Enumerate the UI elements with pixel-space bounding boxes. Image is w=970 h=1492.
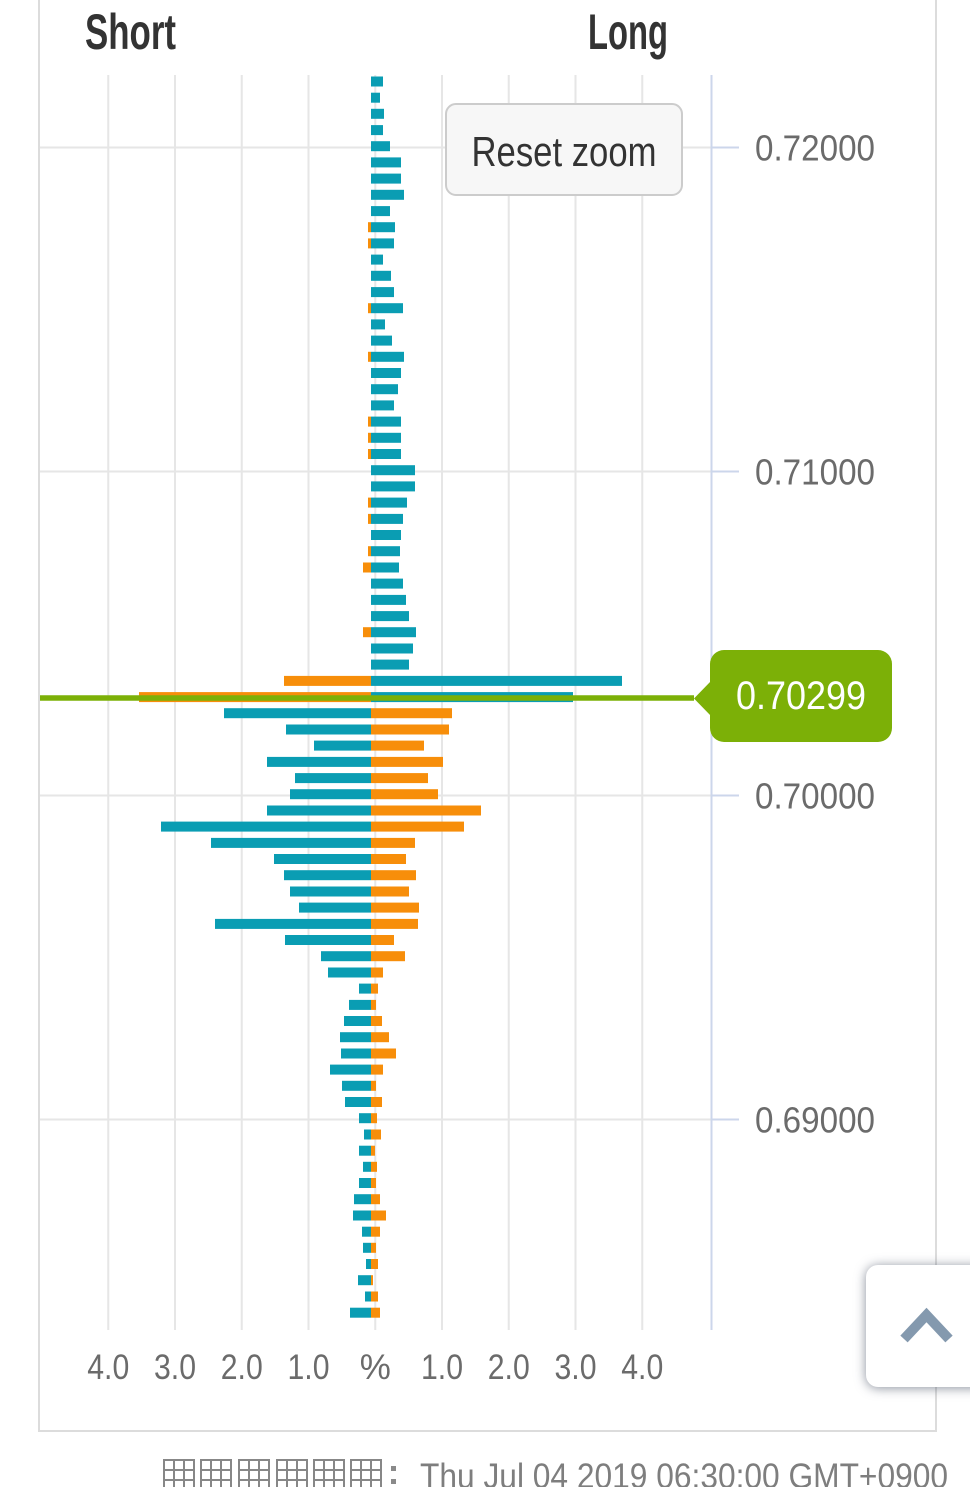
- svg-text:Long: Long: [588, 4, 668, 60]
- svg-text:1.0: 1.0: [288, 1348, 330, 1387]
- svg-text:2.0: 2.0: [488, 1348, 530, 1387]
- svg-text:4.0: 4.0: [87, 1348, 129, 1387]
- svg-text:1.0: 1.0: [421, 1348, 463, 1387]
- svg-text:Reset zoom: Reset zoom: [472, 128, 657, 175]
- svg-text:0.72000: 0.72000: [755, 128, 875, 169]
- svg-text:2.0: 2.0: [221, 1348, 263, 1387]
- svg-text:0.70299: 0.70299: [736, 674, 866, 718]
- svg-text:Thu Jul 04 2019 06:30:00 GMT+0: Thu Jul 04 2019 06:30:00 GMT+0900: [420, 1457, 948, 1487]
- svg-text:%: %: [360, 1348, 391, 1387]
- svg-text:0.71000: 0.71000: [755, 452, 875, 493]
- svg-text:3.0: 3.0: [154, 1348, 196, 1387]
- svg-text:0.69000: 0.69000: [755, 1100, 875, 1141]
- svg-text:0.70000: 0.70000: [755, 776, 875, 817]
- svg-text:3.0: 3.0: [555, 1348, 597, 1387]
- svg-text:4.0: 4.0: [621, 1348, 663, 1387]
- svg-text:Short: Short: [85, 4, 176, 60]
